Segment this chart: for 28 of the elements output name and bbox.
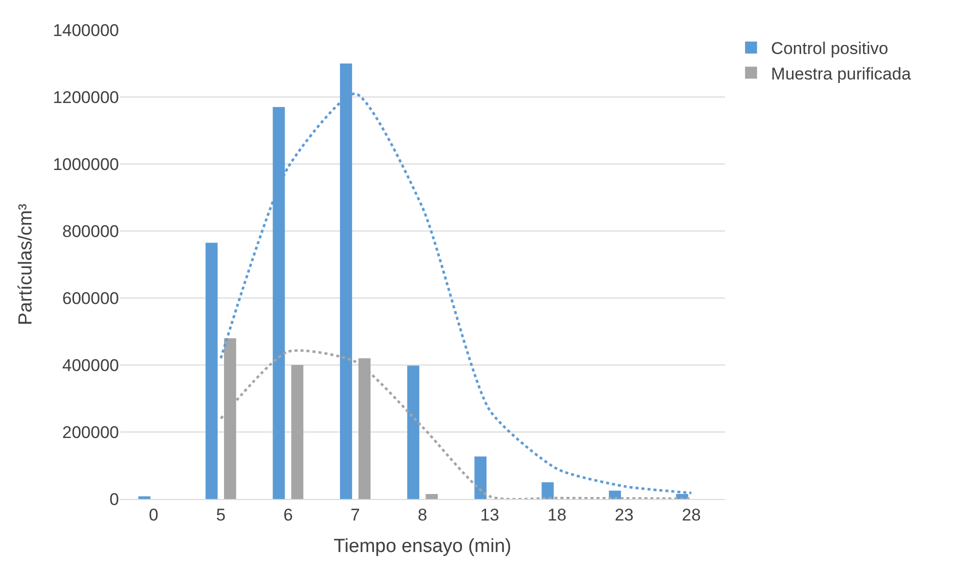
x-tick-label: 6: [283, 505, 293, 524]
bar: [474, 456, 487, 499]
y-tick-label: 200000: [62, 422, 119, 442]
y-tick-label: 600000: [62, 288, 119, 308]
y-tick-label: 1200000: [52, 88, 119, 107]
x-tick-label: 28: [682, 505, 701, 524]
x-tick-label: 5: [216, 505, 226, 524]
x-tick-label: 0: [148, 505, 158, 524]
x-tick-label: 18: [547, 505, 566, 524]
y-tick-label: 0: [110, 490, 119, 509]
legend-label: Muestra purificada: [771, 64, 912, 84]
y-tick-label: 1000000: [52, 154, 119, 174]
bar: [138, 496, 150, 499]
y-tick-label: 1400000: [52, 20, 119, 40]
x-axis-title: Tiempo ensayo (min): [334, 536, 512, 558]
x-tick-label: 8: [418, 505, 428, 524]
y-axis-title: Partículas/cm³: [16, 204, 37, 326]
x-tick-label: 13: [480, 505, 500, 524]
bar: [542, 482, 554, 499]
bar: [291, 365, 304, 499]
legend-label: Control positivo: [771, 39, 888, 58]
x-tick-label: 7: [350, 505, 360, 524]
y-tick-label: 800000: [62, 222, 119, 241]
bar: [407, 366, 420, 499]
bar: [206, 242, 218, 499]
bar: [426, 494, 438, 499]
x-tick-label: 23: [614, 505, 634, 524]
y-tick-label: 400000: [62, 356, 119, 375]
